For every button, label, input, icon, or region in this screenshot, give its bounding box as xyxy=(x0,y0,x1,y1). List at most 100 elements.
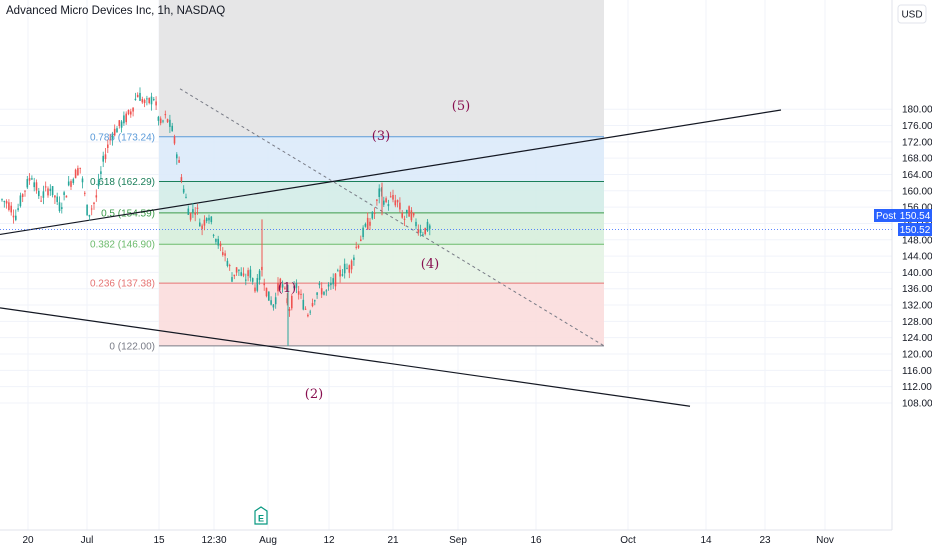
candle-body xyxy=(373,212,376,214)
candle-body xyxy=(146,98,148,100)
candle-body xyxy=(47,188,49,196)
wave-label[interactable]: (4) xyxy=(421,257,439,272)
candle-body xyxy=(392,194,394,200)
candle-body xyxy=(3,201,6,203)
wave-label[interactable]: (5) xyxy=(452,99,470,114)
candle-body xyxy=(31,178,33,180)
candle-body xyxy=(132,107,134,112)
candle-body xyxy=(360,239,362,242)
candle-body xyxy=(90,208,93,210)
candle-body xyxy=(334,273,337,287)
candle-body xyxy=(277,282,279,292)
candle-body xyxy=(369,221,371,226)
candle-body xyxy=(125,113,127,123)
candle-body xyxy=(304,308,307,310)
candle-body xyxy=(235,267,238,273)
candle-body xyxy=(297,291,300,295)
candle-body xyxy=(231,277,233,282)
candle-body xyxy=(258,270,261,280)
upper-trend-line[interactable] xyxy=(0,109,782,236)
trend-lines[interactable] xyxy=(0,88,892,407)
candle-body xyxy=(399,202,401,210)
candle-body xyxy=(17,208,19,210)
candle-body xyxy=(116,128,118,133)
earnings-icon[interactable] xyxy=(254,506,268,525)
price-axis-background xyxy=(892,0,932,550)
candle-body xyxy=(203,219,206,226)
candle-body xyxy=(199,222,201,227)
candle-body xyxy=(72,179,75,183)
candle-body xyxy=(38,190,40,197)
candle-body xyxy=(288,309,291,311)
candle-body xyxy=(383,200,385,205)
candlestick-series xyxy=(1,87,431,346)
candle-body xyxy=(148,97,150,104)
candle-body xyxy=(410,210,413,221)
candle-body xyxy=(19,195,22,207)
time-axis[interactable]: 20 Jul 15 12:30 Aug 12 21 Sep 16 Oct 14 23 Nov xyxy=(0,529,932,550)
candle-body xyxy=(387,204,390,207)
candle-body xyxy=(79,167,81,169)
candle-body xyxy=(201,225,203,229)
candle-body xyxy=(415,221,417,227)
price-tick-label: 128.00 xyxy=(902,317,932,328)
price-tick-label: 144.00 xyxy=(902,252,932,263)
price-tick-label: 124.00 xyxy=(902,333,932,344)
candle-body xyxy=(95,195,98,198)
candle-body xyxy=(263,283,265,286)
fib-level-label: 0.236 (137.38) xyxy=(90,279,155,290)
candle-body xyxy=(378,188,380,197)
candle-body xyxy=(164,114,167,116)
currency-box[interactable] xyxy=(897,4,927,24)
candle-body xyxy=(63,192,65,195)
candle-body xyxy=(346,267,348,269)
price-tick-label: 180.00 xyxy=(902,105,932,116)
candle-body xyxy=(286,298,288,304)
candle-body xyxy=(295,283,298,288)
candle-body xyxy=(247,270,249,277)
candle-body xyxy=(366,217,369,230)
candle-body xyxy=(120,121,123,128)
price-tick-label: 160.00 xyxy=(902,186,932,197)
wave-label[interactable]: (3) xyxy=(372,129,390,144)
candle-body xyxy=(357,245,360,248)
candle-body xyxy=(1,199,3,201)
wave-label[interactable]: (1) xyxy=(278,281,296,296)
time-axis-background xyxy=(0,530,932,550)
candle-body xyxy=(139,92,141,101)
wave-label[interactable]: (2) xyxy=(305,387,323,402)
candle-body xyxy=(40,200,42,202)
candle-body xyxy=(123,115,125,124)
candle-body xyxy=(61,207,63,209)
candle-body xyxy=(300,293,302,296)
candle-body xyxy=(194,212,196,215)
elliott-wave-labels[interactable]: (1) (2) (3) (4) (5) xyxy=(278,99,470,402)
earnings-marker[interactable]: E xyxy=(254,506,268,525)
candle-body xyxy=(49,188,52,192)
candle-body xyxy=(173,136,176,144)
fib-zone xyxy=(159,244,604,284)
candle-body xyxy=(15,215,17,220)
chart-title: Advanced Micro Devices Inc, 1h, NASDAQ xyxy=(6,5,226,17)
candle-body xyxy=(182,188,185,193)
candle-body xyxy=(171,125,173,132)
candle-body xyxy=(291,295,293,309)
candle-body xyxy=(176,154,178,159)
fib-trend-dashed-line[interactable] xyxy=(179,88,605,347)
candle-body xyxy=(178,160,180,163)
candle-body xyxy=(323,291,325,295)
candle-body xyxy=(424,227,426,235)
candle-body xyxy=(26,179,29,188)
candle-body xyxy=(320,288,323,295)
price-axis[interactable]: 108.00 112.00 116.00 120.00 124.00 128.00 132.… xyxy=(891,0,932,550)
candle-body xyxy=(153,99,155,101)
candle-body xyxy=(136,94,139,98)
time-tick-label: 15 xyxy=(153,535,165,546)
lower-trend-line[interactable] xyxy=(0,307,691,407)
fibonacci-retracement[interactable]: 0.786 (173.24)0.618 (162.29)0.5 (154.59)… xyxy=(90,0,604,352)
candle-body xyxy=(159,118,162,124)
session-tag xyxy=(874,209,898,222)
candle-body xyxy=(376,199,378,201)
candle-body xyxy=(422,234,424,236)
